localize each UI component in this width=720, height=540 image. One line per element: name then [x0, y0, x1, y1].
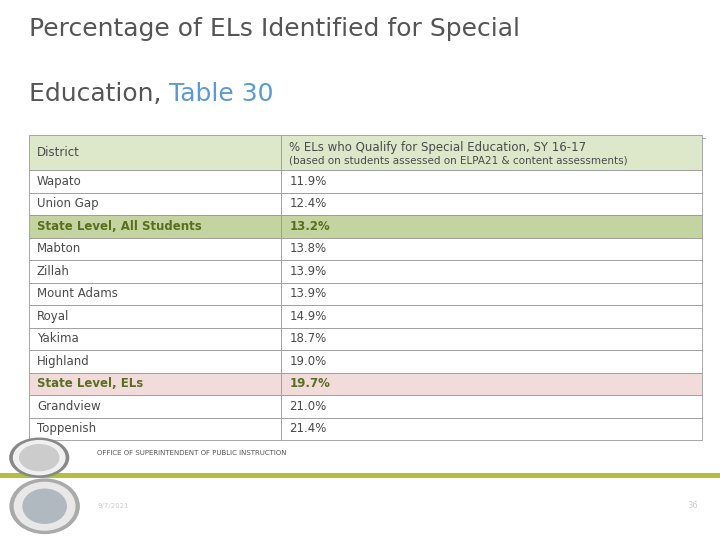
Text: 13.9%: 13.9% — [289, 265, 327, 278]
Text: % ELs who Qualify for Special Education, SY 16-17: % ELs who Qualify for Special Education,… — [289, 140, 587, 153]
Circle shape — [23, 489, 66, 523]
Text: 13.2%: 13.2% — [289, 220, 330, 233]
Text: Highland: Highland — [37, 355, 89, 368]
Circle shape — [14, 441, 65, 475]
Bar — [282, 193, 702, 215]
Circle shape — [14, 482, 75, 530]
Bar — [29, 193, 282, 215]
Bar — [29, 282, 282, 305]
Text: 19.0%: 19.0% — [289, 355, 327, 368]
Bar — [282, 135, 702, 170]
Bar — [282, 328, 702, 350]
Text: 18.7%: 18.7% — [289, 332, 327, 346]
Circle shape — [10, 438, 68, 477]
Text: 11.9%: 11.9% — [289, 175, 327, 188]
Text: Table 30: Table 30 — [169, 82, 274, 106]
Bar — [282, 170, 702, 193]
Text: Royal: Royal — [37, 310, 69, 323]
Text: Yakima: Yakima — [37, 332, 78, 346]
Bar — [282, 215, 702, 238]
Text: Zillah: Zillah — [37, 265, 70, 278]
Text: 19.7%: 19.7% — [289, 377, 330, 390]
Text: (based on students assessed on ELPA21 & content assessments): (based on students assessed on ELPA21 & … — [289, 155, 628, 165]
Bar — [29, 238, 282, 260]
Text: State Level, ELs: State Level, ELs — [37, 377, 143, 390]
Bar — [282, 282, 702, 305]
Text: State Level, All Students: State Level, All Students — [37, 220, 202, 233]
Circle shape — [19, 445, 59, 471]
Bar — [29, 417, 282, 440]
Bar — [29, 135, 282, 170]
Bar — [29, 328, 282, 350]
Bar — [0, 473, 720, 478]
Bar — [282, 238, 702, 260]
Bar — [282, 305, 702, 328]
Bar — [29, 373, 282, 395]
Text: 12.4%: 12.4% — [289, 197, 327, 211]
Bar — [29, 215, 282, 238]
Text: OFFICE OF SUPERINTENDENT OF PUBLIC INSTRUCTION: OFFICE OF SUPERINTENDENT OF PUBLIC INSTR… — [97, 450, 287, 456]
Text: Grandview: Grandview — [37, 400, 101, 413]
Text: Toppenish: Toppenish — [37, 422, 96, 435]
Bar — [282, 373, 702, 395]
Bar — [282, 417, 702, 440]
Bar — [29, 170, 282, 193]
Bar — [282, 395, 702, 417]
Text: 21.0%: 21.0% — [289, 400, 327, 413]
Text: 36: 36 — [688, 501, 698, 510]
Bar — [29, 305, 282, 328]
Text: Wapato: Wapato — [37, 175, 81, 188]
Text: District: District — [37, 146, 80, 159]
Text: 14.9%: 14.9% — [289, 310, 327, 323]
Bar — [29, 395, 282, 417]
Text: 13.8%: 13.8% — [289, 242, 326, 255]
Circle shape — [10, 479, 79, 534]
Bar — [29, 260, 282, 282]
Text: Mabton: Mabton — [37, 242, 81, 255]
Text: Mount Adams: Mount Adams — [37, 287, 118, 300]
Text: Education,: Education, — [29, 82, 169, 106]
Bar — [29, 350, 282, 373]
Text: Percentage of ELs Identified for Special: Percentage of ELs Identified for Special — [29, 17, 520, 41]
Bar — [282, 350, 702, 373]
Text: 21.4%: 21.4% — [289, 422, 327, 435]
Text: Union Gap: Union Gap — [37, 197, 99, 211]
Text: 13.9%: 13.9% — [289, 287, 327, 300]
Text: 9/7/2021: 9/7/2021 — [97, 503, 129, 509]
Bar — [282, 260, 702, 282]
